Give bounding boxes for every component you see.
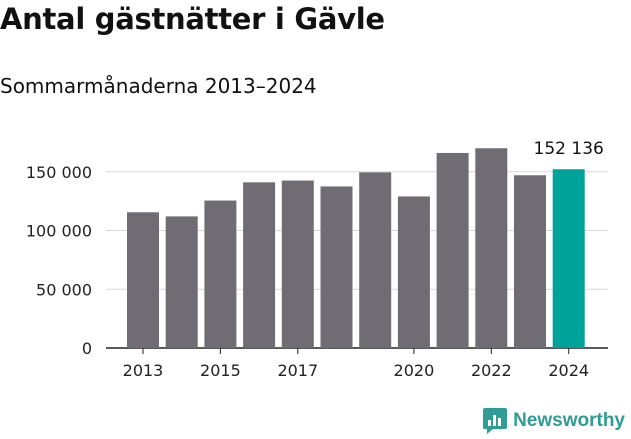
bar: [397, 196, 430, 348]
bar: [475, 148, 508, 348]
x-tick-label: 2017: [277, 361, 318, 380]
bar: [514, 175, 546, 348]
x-tick-label: 2024: [548, 361, 589, 380]
bar: [281, 180, 314, 348]
y-axis-tick-labels: 0 50 000 100 000 150 000: [26, 163, 92, 358]
newsworthy-logo: Newsworthy: [482, 407, 625, 435]
annotations: 152 136: [534, 139, 604, 159]
y-tick-label: 50 000: [36, 280, 92, 299]
x-tick-label: 2015: [200, 361, 241, 380]
brand-name: Newsworthy: [513, 410, 625, 431]
chart-subtitle: Sommarmånaderna 2013–2024: [0, 74, 317, 98]
bar: [127, 212, 159, 348]
bar: [165, 216, 198, 348]
y-tick-label: 150 000: [26, 163, 92, 182]
bar: [436, 152, 469, 348]
bar: [320, 186, 353, 348]
x-tick-label: 2013: [123, 361, 164, 380]
bar: [359, 172, 392, 348]
x-tick-label: 2020: [394, 361, 435, 380]
y-tick-label: 0: [82, 339, 92, 358]
y-tick-label: 100 000: [26, 222, 92, 241]
highlight-value-label: 152 136: [534, 139, 604, 159]
x-axis-tick-labels: 2013 2015 2017 2020 2022 2024: [123, 348, 589, 380]
x-tick-label: 2022: [471, 361, 512, 380]
chat-bar-chart-icon: [483, 408, 508, 434]
bar: [243, 182, 276, 348]
chart-title: Antal gästnätter i Gävle: [0, 2, 385, 36]
bar: [204, 200, 237, 348]
bar-highlight: [552, 169, 585, 348]
bars: [127, 148, 585, 348]
